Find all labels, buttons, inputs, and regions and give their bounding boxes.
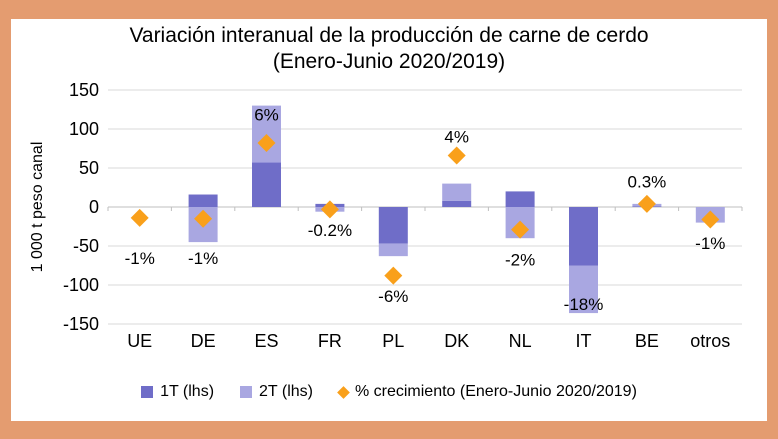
legend-item-1t: 1T (lhs) bbox=[141, 383, 214, 401]
chart-legend: 1T (lhs) 2T (lhs) % crecimiento (Enero-J… bbox=[11, 380, 767, 404]
bar-1t-PL bbox=[378, 207, 408, 244]
chart-title-line1: Variación interanual de la producción de… bbox=[129, 24, 649, 47]
chart-title: Variación interanual de la producción de… bbox=[11, 23, 767, 75]
y-tick-label: 150 bbox=[69, 80, 99, 100]
legend-item-2t: 2T (lhs) bbox=[240, 383, 313, 401]
growth-marker-otros bbox=[701, 210, 720, 229]
growth-marker-FR bbox=[320, 200, 339, 219]
growth-label-IT: -18% bbox=[564, 295, 604, 314]
growth-label-BE: 0.3% bbox=[628, 173, 667, 192]
growth-label-ES: 6% bbox=[254, 105, 279, 124]
y-tick-label: 100 bbox=[69, 119, 99, 139]
bar-2t-IT bbox=[569, 265, 598, 314]
y-tick-label: 0 bbox=[89, 197, 99, 217]
bar-2t-PL bbox=[378, 243, 408, 257]
growth-marker-UE bbox=[130, 208, 149, 227]
legend-square-icon bbox=[240, 386, 253, 398]
bar-1t-DE bbox=[188, 194, 218, 207]
growth-marker-DK bbox=[447, 146, 466, 165]
growth-marker-DE bbox=[194, 209, 213, 228]
x-category-label-BE: BE bbox=[635, 331, 659, 351]
x-category-label-PL: PL bbox=[382, 331, 404, 351]
legend-square-icon bbox=[141, 386, 154, 398]
legend-label-2t: 2T (lhs) bbox=[259, 383, 313, 400]
growth-label-FR: -0.2% bbox=[308, 221, 352, 240]
growth-label-DE: -1% bbox=[188, 249, 218, 268]
plot-area: -1% -1% 6% -0.2% -6% 4% -2% -18% 0.3% -1% 150 100 50… bbox=[63, 80, 743, 351]
growth-label-UE: -1% bbox=[125, 249, 155, 268]
y-tick-label: 50 bbox=[79, 158, 99, 178]
legend-diamond-icon bbox=[337, 385, 350, 399]
x-category-label-IT: IT bbox=[576, 331, 592, 351]
bar-1t-ES bbox=[252, 162, 281, 207]
bar-1t-IT bbox=[569, 207, 598, 266]
growth-marker-BE bbox=[637, 194, 656, 213]
bar-1t-DK bbox=[442, 200, 472, 207]
x-category-label-FR: FR bbox=[318, 331, 342, 351]
x-category-label-ES: ES bbox=[254, 331, 278, 351]
growth-label-NL: -2% bbox=[505, 251, 535, 270]
legend-label-1t: 1T (lhs) bbox=[160, 383, 215, 400]
growth-label-PL: -6% bbox=[378, 287, 408, 306]
x-category-label-DE: DE bbox=[191, 331, 216, 351]
x-category-label-NL: NL bbox=[509, 331, 532, 351]
x-category-label-UE: UE bbox=[127, 331, 152, 351]
bar-2t-DK bbox=[442, 183, 472, 201]
y-tick-label: -150 bbox=[63, 314, 99, 334]
bar-1t-NL bbox=[505, 191, 535, 207]
chart-frame: Variación interanual de la producción de… bbox=[11, 19, 767, 421]
x-category-label-DK: DK bbox=[444, 331, 469, 351]
growth-marker-PL bbox=[384, 266, 403, 285]
y-tick-label: -100 bbox=[63, 275, 99, 295]
legend-label-growth: % crecimiento (Enero-Junio 2020/2019) bbox=[354, 383, 637, 400]
chart-title-line2: (Enero-Junio 2020/2019) bbox=[272, 50, 506, 73]
growth-label-otros: -1% bbox=[695, 234, 725, 253]
x-category-label-otros: otros bbox=[690, 331, 730, 351]
y-tick-label: -50 bbox=[73, 236, 99, 256]
growth-marker-ES bbox=[257, 134, 276, 153]
growth-label-DK: 4% bbox=[444, 127, 469, 146]
legend-item-growth: % crecimiento (Enero-Junio 2020/2019) bbox=[337, 383, 637, 401]
